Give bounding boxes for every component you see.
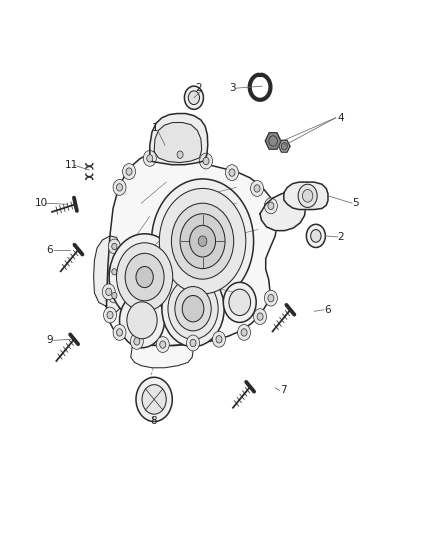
Circle shape (107, 311, 113, 319)
Circle shape (123, 164, 135, 180)
Polygon shape (284, 182, 328, 209)
Circle shape (187, 335, 200, 351)
Circle shape (254, 185, 260, 192)
Circle shape (112, 269, 117, 275)
Circle shape (182, 295, 204, 322)
Circle shape (268, 294, 274, 302)
Circle shape (171, 203, 234, 279)
Text: 3: 3 (230, 83, 236, 93)
Circle shape (226, 165, 238, 181)
Circle shape (127, 302, 157, 339)
Circle shape (143, 150, 156, 166)
Polygon shape (265, 133, 281, 149)
Circle shape (117, 329, 123, 336)
Circle shape (113, 325, 126, 341)
Circle shape (120, 293, 165, 348)
Polygon shape (131, 344, 193, 368)
Polygon shape (279, 140, 290, 152)
Circle shape (257, 313, 263, 320)
Circle shape (160, 341, 166, 348)
Circle shape (117, 243, 173, 311)
Polygon shape (106, 151, 277, 345)
Circle shape (203, 157, 209, 165)
Text: 8: 8 (150, 416, 156, 425)
Circle shape (126, 168, 132, 175)
Text: 10: 10 (35, 198, 48, 208)
Polygon shape (150, 114, 208, 165)
Text: 6: 6 (325, 305, 331, 315)
Circle shape (268, 202, 274, 209)
Circle shape (265, 198, 277, 214)
Circle shape (136, 377, 172, 422)
Circle shape (103, 307, 117, 323)
Circle shape (168, 278, 218, 340)
Circle shape (108, 264, 120, 279)
Circle shape (177, 151, 183, 158)
Circle shape (184, 86, 203, 109)
Circle shape (173, 147, 187, 163)
Polygon shape (154, 123, 202, 163)
Circle shape (216, 336, 222, 343)
Circle shape (241, 329, 247, 336)
Text: 7: 7 (280, 385, 286, 395)
Circle shape (159, 189, 246, 294)
Text: 4: 4 (338, 113, 344, 123)
Circle shape (109, 234, 180, 320)
Circle shape (306, 224, 325, 247)
Circle shape (117, 184, 123, 191)
Text: 2: 2 (195, 83, 201, 93)
Circle shape (106, 288, 112, 295)
Circle shape (254, 309, 267, 325)
Circle shape (112, 243, 117, 249)
Circle shape (180, 214, 225, 269)
Circle shape (251, 181, 264, 196)
Circle shape (223, 282, 256, 322)
Circle shape (102, 284, 115, 300)
Circle shape (212, 332, 226, 347)
Circle shape (229, 169, 235, 176)
Circle shape (125, 253, 164, 301)
Text: 9: 9 (46, 335, 53, 345)
Circle shape (147, 155, 153, 162)
Circle shape (269, 136, 277, 146)
Circle shape (156, 337, 169, 352)
Circle shape (190, 225, 215, 257)
Circle shape (108, 239, 120, 254)
Text: 2: 2 (338, 232, 344, 242)
Circle shape (265, 290, 277, 306)
Polygon shape (260, 192, 305, 231)
Circle shape (237, 325, 251, 341)
Circle shape (152, 179, 254, 303)
Circle shape (303, 190, 313, 202)
Text: 6: 6 (46, 245, 53, 255)
Circle shape (131, 334, 143, 349)
Circle shape (136, 266, 153, 288)
Circle shape (311, 230, 321, 242)
Circle shape (134, 338, 140, 345)
Circle shape (200, 153, 212, 169)
Circle shape (229, 289, 251, 316)
Circle shape (108, 288, 120, 303)
Text: 1: 1 (152, 123, 158, 133)
Circle shape (113, 180, 126, 195)
Text: 5: 5 (352, 198, 359, 208)
Circle shape (198, 236, 207, 246)
Circle shape (175, 287, 211, 331)
Circle shape (281, 142, 287, 150)
Circle shape (298, 184, 317, 207)
Circle shape (190, 340, 196, 346)
Text: 11: 11 (64, 160, 78, 170)
Circle shape (188, 91, 200, 104)
Circle shape (112, 292, 117, 298)
Circle shape (142, 385, 166, 414)
Polygon shape (94, 236, 120, 313)
Circle shape (162, 271, 224, 346)
